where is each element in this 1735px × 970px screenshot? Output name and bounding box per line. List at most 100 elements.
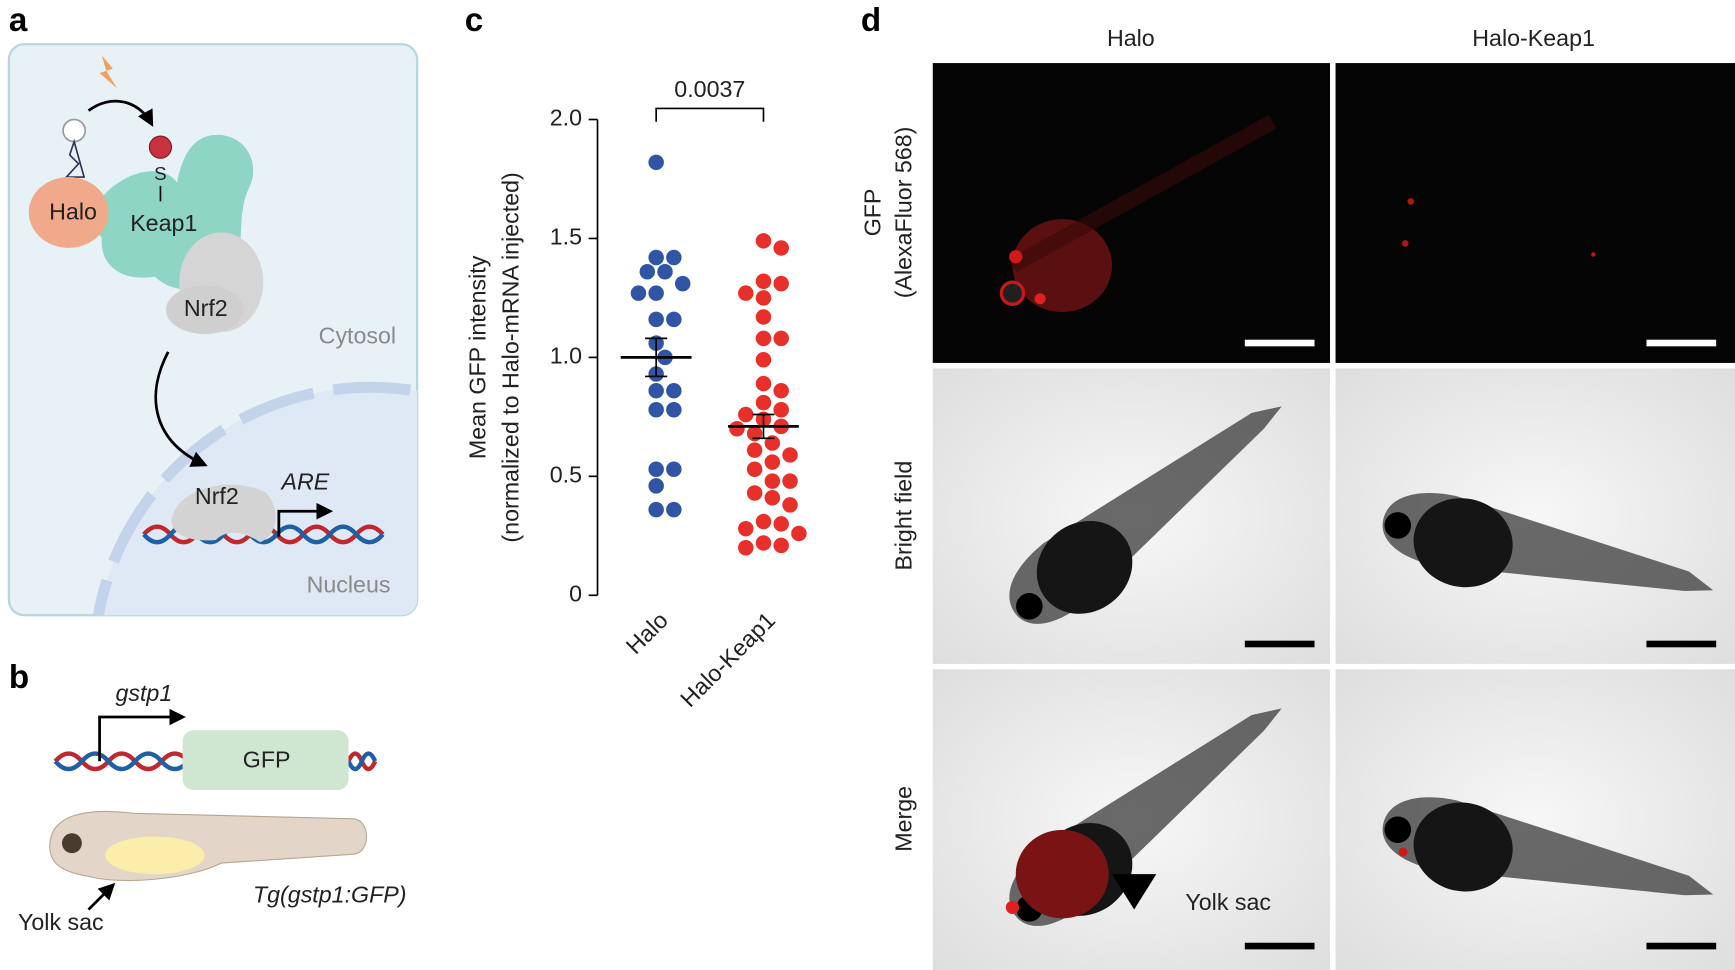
ligand-bound	[148, 135, 173, 159]
data-point	[630, 285, 647, 301]
dna	[53, 751, 190, 772]
label: Nrf2	[195, 483, 239, 509]
data-point	[666, 461, 682, 477]
data-point	[738, 406, 754, 423]
data-point	[738, 539, 754, 556]
gfp-box	[182, 730, 349, 791]
arrow	[87, 882, 116, 911]
data-point	[773, 240, 789, 256]
panel-label: b	[9, 659, 29, 696]
data-point	[755, 513, 772, 530]
y-tick-label: 0.5	[550, 461, 582, 487]
data-point	[746, 485, 763, 501]
data-point	[738, 285, 754, 301]
larva	[49, 810, 367, 882]
label: Yolk sac	[18, 909, 104, 935]
data-point	[755, 309, 772, 325]
data-point	[666, 501, 682, 518]
data-point	[782, 447, 798, 463]
p-value: 0.0037	[674, 76, 745, 102]
dna	[346, 751, 378, 772]
data-point	[746, 461, 763, 477]
data-point	[773, 275, 789, 292]
promoter-arrow	[277, 502, 334, 537]
panel-label: d	[861, 2, 881, 39]
row-label: (AlexaFluor 568)	[890, 127, 916, 299]
light-icon	[99, 55, 118, 89]
micrograph	[932, 63, 1331, 363]
label: Cytosol	[319, 323, 396, 349]
y-tick-label: 1.0	[550, 343, 582, 369]
data-point	[791, 525, 807, 542]
data-point	[648, 154, 664, 171]
signal	[1407, 198, 1415, 205]
data-point	[648, 382, 664, 399]
scale-bar	[1244, 942, 1315, 950]
column-title: Halo-Keap1	[1472, 25, 1595, 51]
y-tick-label: 2.0	[550, 105, 582, 131]
dna	[53, 751, 190, 772]
data-point	[755, 273, 772, 290]
signal	[999, 280, 1026, 306]
signal	[1401, 240, 1409, 247]
scale-bar	[1646, 942, 1717, 950]
nrf2-shape	[171, 484, 276, 543]
arrow	[87, 99, 154, 127]
data-point	[764, 454, 781, 470]
data-point	[773, 401, 789, 418]
data-point	[738, 520, 754, 537]
data-point	[773, 382, 789, 399]
signal	[1591, 252, 1596, 257]
data-point	[648, 401, 664, 418]
sem-bar	[645, 337, 668, 378]
scale-bar	[1646, 640, 1717, 648]
significance-bracket	[655, 107, 765, 122]
panel-d: Halo Halo-Keap1 GFP (AlexaFluor 568) Bri…	[859, 25, 1735, 970]
row-label: Merge	[890, 786, 916, 852]
data-point	[648, 501, 664, 518]
data-point	[764, 490, 781, 506]
y-tick-label: 1.5	[550, 224, 582, 250]
data-point	[773, 537, 789, 554]
data-point	[782, 473, 798, 489]
row-label: GFP	[859, 189, 885, 237]
data-point	[639, 264, 656, 280]
label: Tg(gstp1:GFP)	[253, 881, 407, 907]
data-point	[648, 285, 664, 301]
data-point	[657, 264, 673, 280]
signal	[1005, 900, 1020, 914]
panel-label: a	[9, 2, 28, 39]
x-tick-label: Halo	[621, 607, 673, 659]
arrowhead	[1112, 874, 1157, 910]
promoter-arrow	[98, 708, 186, 762]
panel-label: c	[465, 2, 483, 39]
scale-bar	[1244, 640, 1315, 648]
label: Nrf2	[184, 295, 228, 321]
halo-shape	[28, 177, 109, 248]
micrograph	[1335, 63, 1735, 363]
data-point	[648, 478, 664, 494]
label: GFP	[243, 746, 291, 772]
label: Keap1	[130, 210, 197, 236]
annotation: Yolk sac	[1185, 889, 1271, 915]
arrow	[154, 351, 208, 467]
data-point	[755, 290, 772, 306]
data-point	[674, 275, 691, 292]
figure-body: a b c d S Halo Keap1 Nrf2 Cytosol Nrf2 A…	[7, 2, 1735, 970]
data-point	[648, 461, 664, 477]
data-point	[666, 382, 682, 399]
data-point	[755, 375, 772, 392]
data-point	[729, 421, 745, 437]
signal	[1012, 219, 1113, 313]
label: ARE	[280, 469, 330, 495]
scale-bar	[1646, 339, 1717, 347]
data-point	[782, 497, 798, 513]
column-title: Halo	[1107, 25, 1155, 51]
label: Nucleus	[307, 572, 391, 598]
signal	[1034, 293, 1046, 305]
y-axis-label: (normalized to Halo-mRNA injected)	[497, 172, 523, 542]
data-point	[755, 535, 772, 551]
sem-bar	[752, 413, 775, 440]
data-point	[755, 352, 772, 368]
